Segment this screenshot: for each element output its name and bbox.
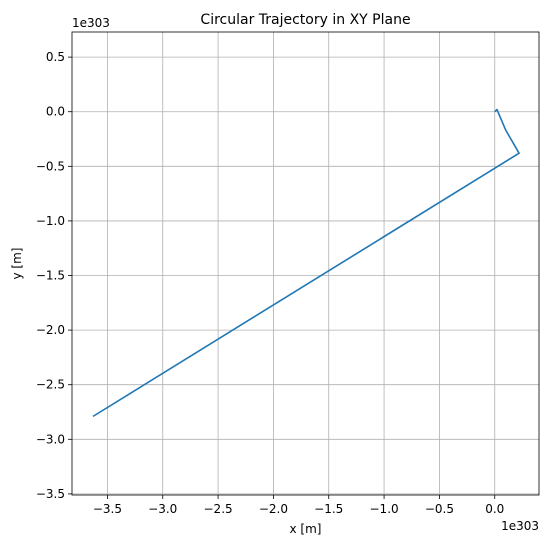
x-tick-label: 0.0 [485,502,504,516]
y-axis-label: y [m] [10,248,24,280]
plot-frame [71,31,540,496]
y-tick-label: −2.0 [36,323,65,337]
y-tick-label: −1.0 [36,214,65,228]
y-tick-label: −0.5 [36,159,65,173]
x-tick-label: −0.5 [425,502,454,516]
y-tick-label: −1.5 [36,269,65,283]
x-tick-labels: −3.5 −3.0 −2.5 −2.0 −1.5 −1.0 −0.5 0.0 [93,502,504,516]
x-tick-label: −1.0 [370,502,399,516]
y-offset-label: 1e303 [72,16,110,30]
x-offset-label: 1e303 [501,519,539,533]
x-tick-label: −3.5 [93,502,122,516]
trajectory-line [92,108,520,418]
y-tick-label: −2.5 [36,378,65,392]
grid-lines [72,32,539,495]
x-axis-label: x [m] [290,522,322,536]
x-tick-label: −1.5 [314,502,343,516]
x-tick-label: −3.0 [148,502,177,516]
y-tick-label: 0.0 [46,105,65,119]
tick-marks [68,56,496,499]
x-tick-label: −2.0 [259,502,288,516]
series-layer [92,108,520,418]
y-tick-label: −3.0 [36,432,65,446]
x-tick-label: −2.5 [204,502,233,516]
y-tick-label: −3.5 [36,487,65,501]
y-tick-label: 0.5 [46,50,65,64]
chart-title: Circular Trajectory in XY Plane [200,12,410,28]
y-tick-labels: 0.5 0.0 −0.5 −1.0 −1.5 −2.0 −2.5 −3.0 −3.5 [36,50,65,501]
